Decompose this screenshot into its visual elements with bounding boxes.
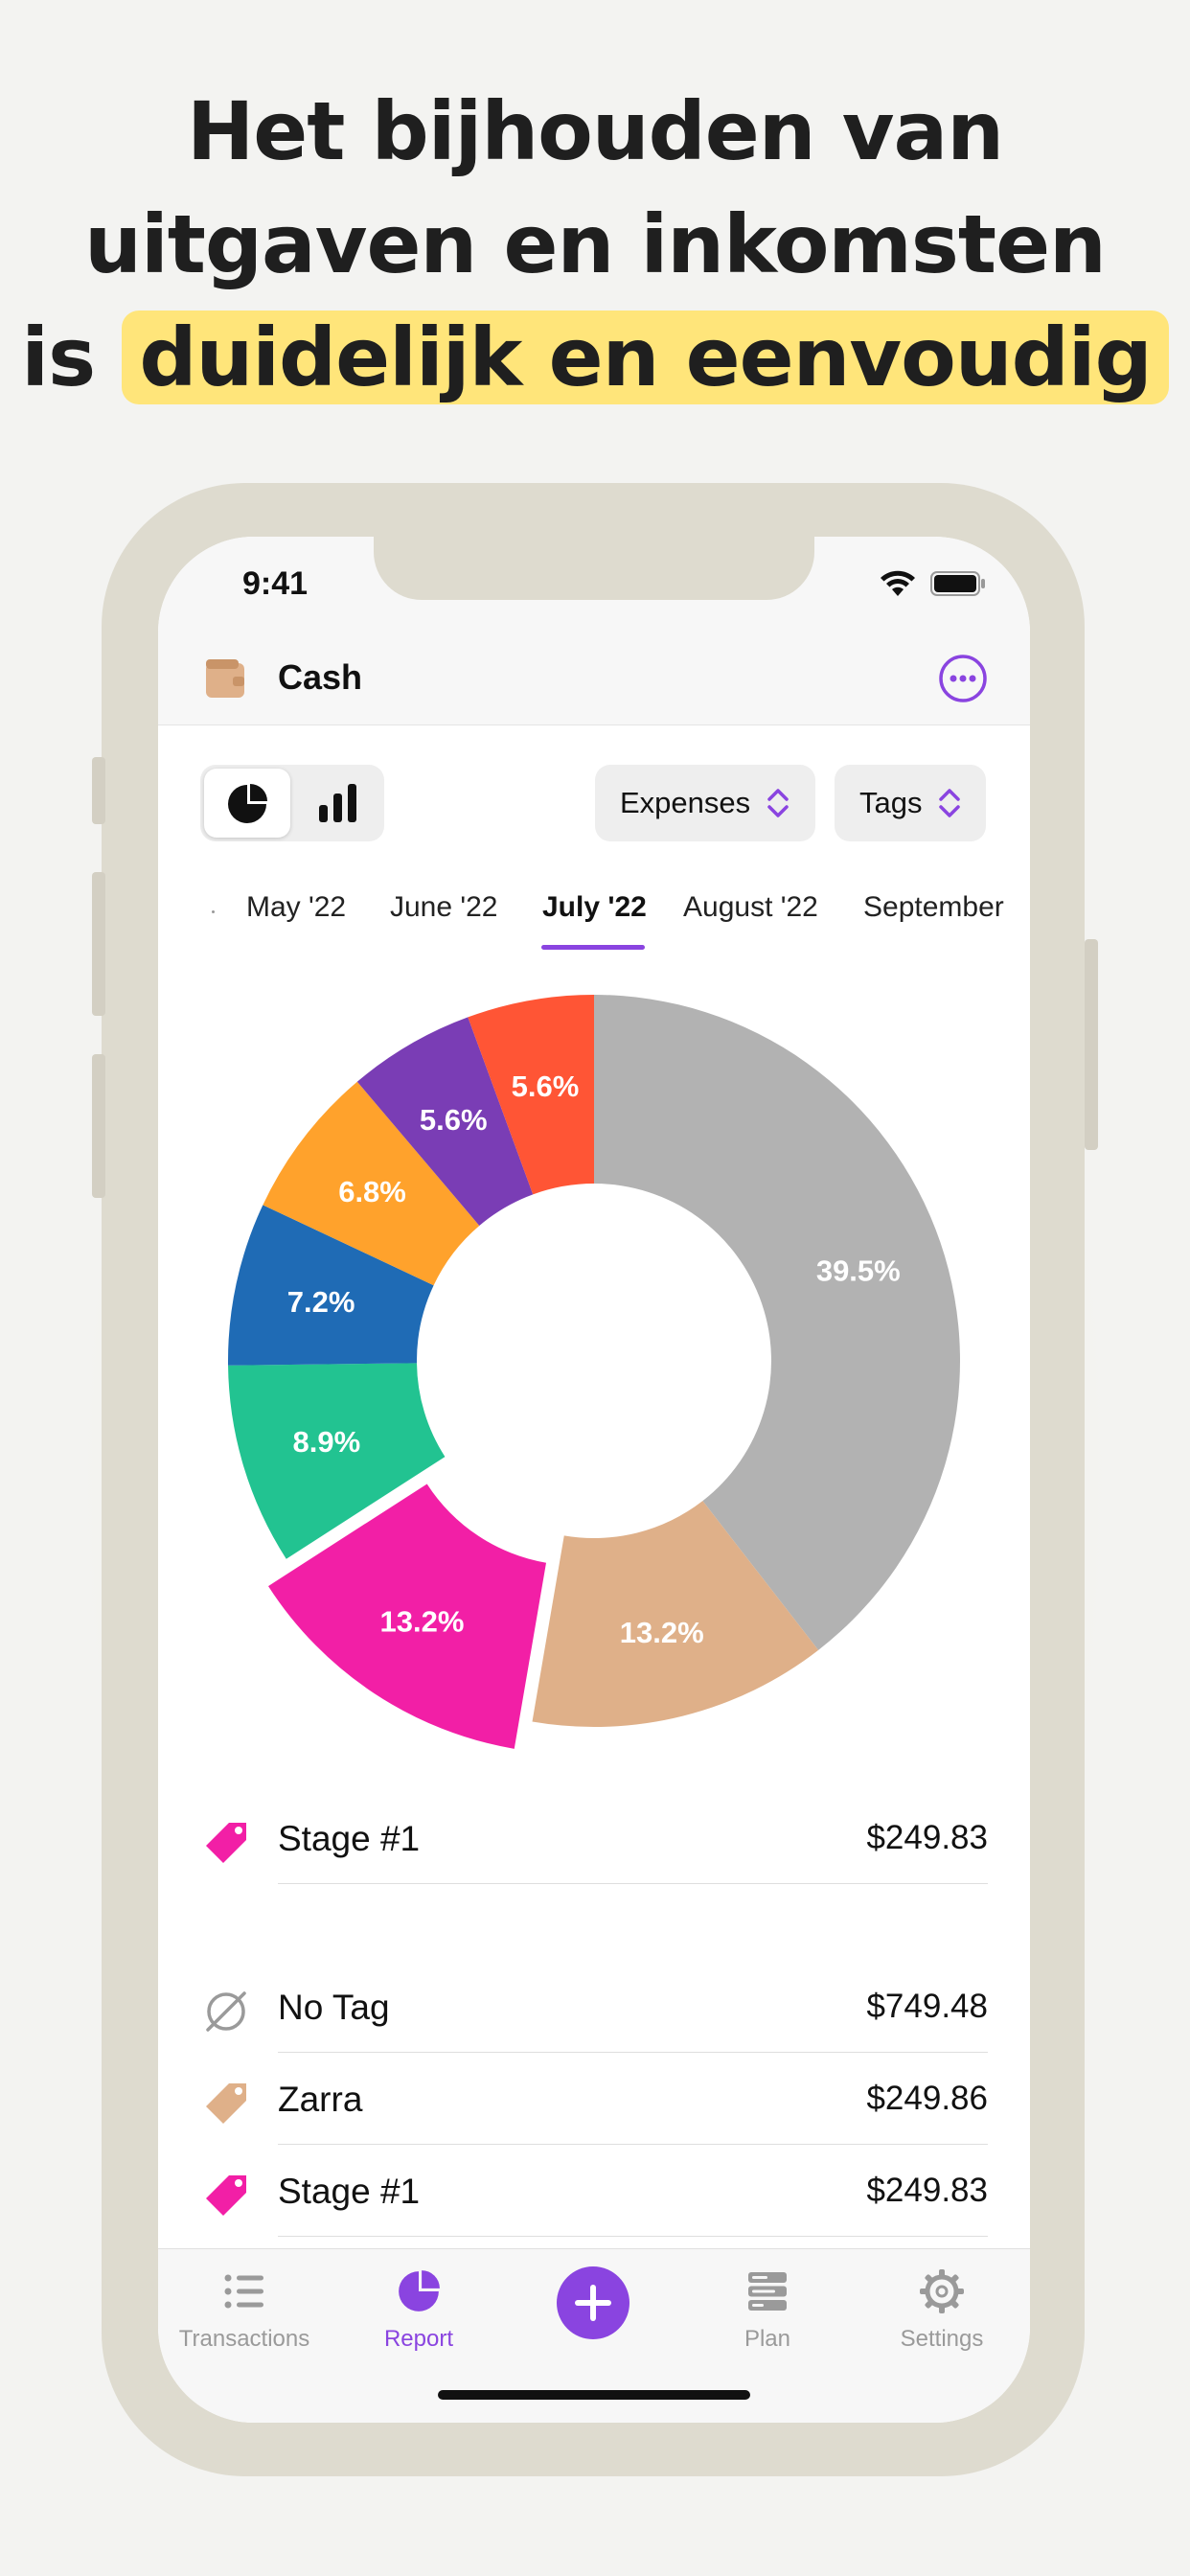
tag-icon [206,2083,246,2124]
tab-label: Settings [900,2326,984,2352]
tab-label: Transactions [178,2326,310,2352]
slice-label: 39.5% [816,1254,901,1288]
more-options-icon[interactable] [938,654,988,703]
pie-chart-icon [399,2270,440,2312]
month-tab-june[interactable]: June '22 [390,891,498,923]
chart-type-toggle [200,765,384,841]
slice-label: 7.2% [287,1285,355,1319]
row-separator [278,2236,988,2237]
list-item-name: Stage #1 [278,2172,421,2211]
phone-side-button [92,757,105,824]
tag-icon [206,2175,246,2216]
wifi-icon [881,570,915,596]
donut-slice[interactable] [532,1501,819,1727]
account-title[interactable]: Cash [278,657,363,697]
list-item-name: Zarra [278,2080,363,2119]
tab-plan[interactable]: Plan [691,2266,844,2353]
slice-label: 13.2% [379,1604,464,1638]
tab-report[interactable]: Report [342,2266,495,2353]
month-selector: May '22 June '22 July '22 August '22 Sep… [158,891,1030,949]
tag-icon [206,1823,246,1863]
donut-slice[interactable] [228,1363,446,1559]
donut-slice[interactable] [228,1205,434,1366]
month-tab-july[interactable]: July '22 [542,891,647,923]
wallet-icon[interactable] [204,657,248,700]
tab-transactions[interactable]: Transactions [168,2266,321,2353]
tags-dropdown[interactable]: Tags [835,765,986,841]
slice-label: 13.2% [620,1616,704,1649]
status-icons [879,569,986,598]
battery-icon [930,571,985,596]
gear-icon [920,2269,964,2313]
month-tab-may[interactable]: May '22 [246,891,347,923]
tab-label: Plan [744,2326,791,2352]
home-indicator [438,2390,750,2400]
row-separator [278,2144,988,2145]
tab-label: Report [383,2326,454,2352]
slice-label: 8.9% [293,1425,361,1459]
donut-slice[interactable] [263,1081,480,1286]
tab-bar: Transactions Report [158,2248,1030,2423]
month-tab-august[interactable]: August '22 [683,891,818,923]
list-item-amount: $249.86 [866,2080,988,2117]
donut-slice[interactable] [468,995,594,1195]
donut-slice[interactable] [594,995,961,1650]
list-item-amount: $749.48 [866,1988,988,2025]
list-item[interactable]: No Tag $749.48 [158,1961,1030,2053]
row-separator [278,2052,988,2053]
list-item-name: No Tag [278,1988,390,2027]
headline-highlight: duidelijk en eenvoudig [122,310,1169,404]
list-item[interactable]: Stage #1 $249.83 [158,2145,1030,2237]
phone-power-button [1085,939,1098,1150]
selected-tag-amount: $249.83 [866,1819,988,1856]
status-time: 9:41 [242,565,309,602]
headline-line-1: Het bijhouden van [186,84,1004,178]
bar-chart-icon[interactable] [315,780,361,824]
headline-prefix: is [21,310,123,404]
donut-slice[interactable] [356,1017,534,1226]
selected-month-indicator [541,945,645,950]
month-tab-september[interactable]: September [863,891,1004,923]
slice-label: 5.6% [512,1070,580,1103]
nav-bar: Cash [158,632,1030,725]
phone-notch [374,537,814,600]
add-transaction-button[interactable] [557,2266,629,2339]
tags-dropdown-label: Tags [859,786,923,819]
tab-settings[interactable]: Settings [865,2266,1018,2353]
list-icon [224,2274,263,2309]
headline-line-2: uitgaven en inkomsten [84,197,1107,291]
slice-label: 5.6% [420,1103,488,1137]
slice-label: 6.8% [338,1175,406,1208]
row-separator [278,1883,988,1884]
selected-tag-row[interactable]: Stage #1 $249.83 [158,1792,1030,1884]
scroll-dot [212,910,215,913]
headline-line-3: is duidelijk en eenvoudig [0,301,1190,414]
pie-chart-segment[interactable] [204,769,290,838]
expenses-dropdown[interactable]: Expenses [595,765,815,841]
pie-chart-icon [228,784,267,823]
plan-icon [748,2272,787,2311]
phone-volume-up [92,872,105,1016]
chevron-up-down-icon [767,789,789,817]
marketing-headline: Het bijhouden van uitgaven en inkomsten … [0,75,1190,414]
plus-icon [575,2285,611,2321]
expenses-dropdown-label: Expenses [620,786,751,819]
expense-donut-chart: 39.5% 13.2% 13.2% 8.9% 7.2% 6.8% 5.6% 5.6% [228,995,961,1749]
list-item-amount: $249.83 [866,2172,988,2209]
chevron-up-down-icon [939,789,961,817]
selected-tag-name: Stage #1 [278,1819,421,1858]
donut-slice[interactable] [268,1484,547,1749]
no-tag-icon [206,1991,246,2032]
app-screen: 9:41 Cash [158,537,1030,2423]
phone-volume-down [92,1054,105,1198]
list-item[interactable]: Zarra $249.86 [158,2053,1030,2145]
